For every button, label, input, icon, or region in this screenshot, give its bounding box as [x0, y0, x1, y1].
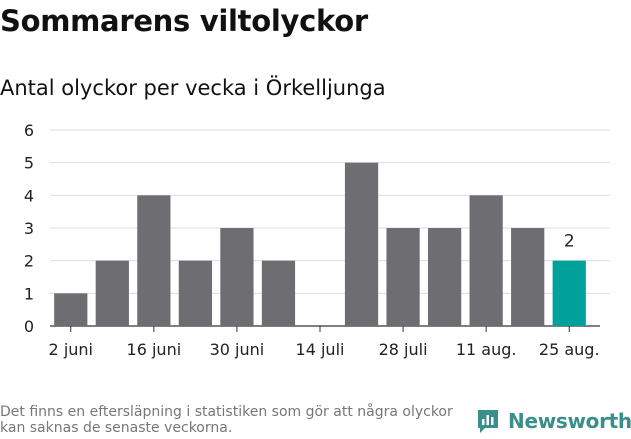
footnote: Det finns en eftersläpning i statistiken…	[0, 404, 453, 436]
bar-25-aug-	[552, 260, 586, 326]
y-axis-ticks: 0 1 2 3 4 5 6	[24, 121, 34, 336]
data-label: 2	[564, 232, 575, 252]
x-axis-ticks: 2 juni 16 juni 30 juni 14 juli 28 juli 11 aug…	[49, 326, 600, 359]
x-tick-label: 11 aug.	[456, 340, 517, 359]
brand[interactable]: Newsworthy	[476, 408, 631, 434]
data-labels: 2	[564, 232, 575, 252]
bar-30-juni	[220, 228, 254, 326]
newsworthy-logo-icon	[478, 410, 498, 433]
bar-7-juli	[261, 260, 296, 326]
x-tick-label: 30 juni	[210, 340, 265, 359]
bar-21-juli	[344, 162, 379, 326]
y-tick-label: 0	[24, 317, 34, 336]
x-tick-label: 16 juni	[127, 340, 182, 359]
bar-18-aug-	[511, 228, 545, 326]
bar-16-juni	[137, 195, 171, 326]
brand-name: Newsworthy	[508, 409, 631, 433]
bar-28-juli	[386, 228, 420, 326]
bar-4-aug-	[428, 228, 462, 326]
bars	[54, 162, 586, 326]
bar-9-juni	[95, 260, 129, 326]
y-tick-label: 5	[24, 154, 34, 173]
bar-23-juni	[178, 260, 212, 326]
bar-2-juni	[54, 293, 88, 326]
x-tick-label: 14 juli	[296, 340, 345, 359]
y-tick-label: 1	[24, 284, 34, 303]
y-tick-label: 2	[24, 252, 34, 271]
y-tick-label: 6	[24, 121, 34, 140]
chart-subtitle: Antal olyckor per vecka i Örkelljunga	[0, 76, 386, 100]
chart-title: Sommarens viltolyckor	[0, 4, 368, 38]
bar-chart: 0 1 2 3 4 5 6 2 juni 16 juni 30 juni 14 juli 28 ju…	[24, 121, 610, 359]
y-tick-label: 4	[24, 186, 34, 205]
x-tick-label: 28 juli	[379, 340, 428, 359]
x-tick-label: 2 juni	[49, 340, 93, 359]
bar-11-aug-	[469, 195, 503, 326]
y-tick-label: 3	[24, 219, 34, 238]
x-tick-label: 25 aug.	[539, 340, 600, 359]
